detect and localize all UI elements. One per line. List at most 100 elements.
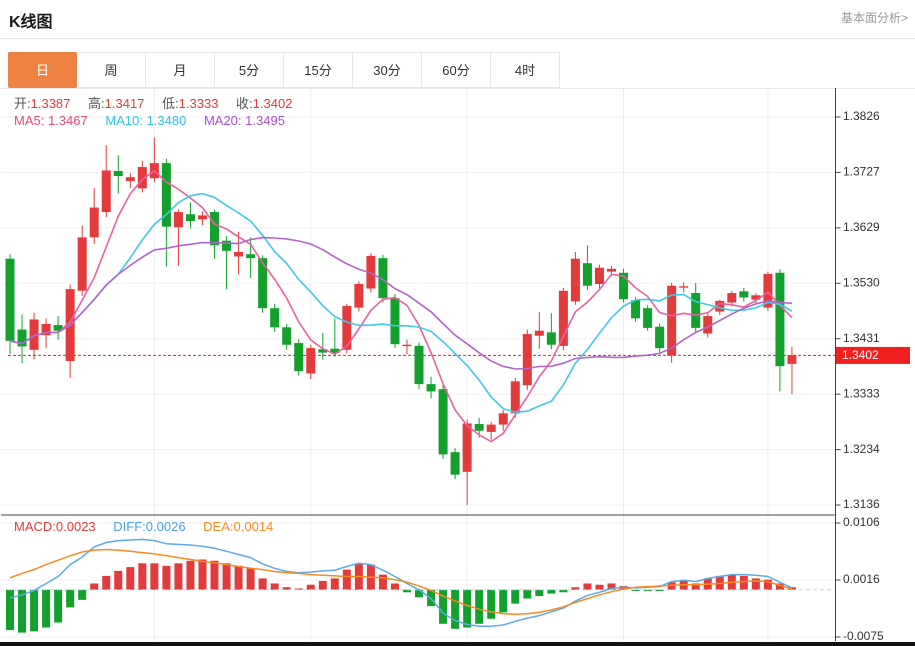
macd-bar xyxy=(318,580,327,590)
candle-body xyxy=(246,254,256,259)
candle-body xyxy=(258,258,268,309)
macd-bar xyxy=(150,563,159,590)
ma5 xyxy=(9,169,793,443)
candle-body xyxy=(378,258,388,299)
candle-body xyxy=(41,323,51,336)
macd-bar xyxy=(102,575,111,590)
macd-bar xyxy=(499,589,508,613)
macd-bar xyxy=(246,568,255,590)
candle-body xyxy=(775,272,785,367)
tab-5min[interactable]: 5分 xyxy=(215,52,284,88)
candle-body xyxy=(125,177,135,182)
candle-body xyxy=(426,384,436,392)
macd-bar xyxy=(511,589,520,604)
ma20-label: MA20: xyxy=(203,113,242,128)
candle-body xyxy=(751,295,761,300)
macd-bar xyxy=(631,589,640,592)
macd-tick-label: -0.0075 xyxy=(843,629,884,643)
macd-bar xyxy=(126,567,135,590)
candle-body xyxy=(438,389,448,455)
candle-body xyxy=(197,215,207,220)
macd-bar xyxy=(90,583,99,590)
macd-bar xyxy=(234,565,243,590)
candle-body xyxy=(161,163,171,227)
fundamental-analysis-link[interactable]: 基本面分析> xyxy=(840,11,908,25)
candle-body xyxy=(5,258,15,341)
ohlc-legend: 开:1.3387 高:1.3417 低:1.3333 收:1.3402 xyxy=(14,93,292,112)
macd-bar xyxy=(415,589,424,598)
macd-bar xyxy=(210,560,219,590)
candle-body xyxy=(113,170,123,177)
diff-label: DIFF: xyxy=(113,519,146,534)
candle-body xyxy=(703,316,713,334)
high-value: 1.3417 xyxy=(104,96,145,111)
macd-bar xyxy=(282,587,291,590)
tab-day[interactable]: 日 xyxy=(8,52,77,88)
price-tick-label: 1.3727 xyxy=(843,165,880,179)
macd-bar xyxy=(66,589,75,608)
tab-15min[interactable]: 15分 xyxy=(284,52,353,88)
tab-4hour[interactable]: 4时 xyxy=(491,52,560,88)
macd-bar xyxy=(330,578,339,590)
macd-value: 0.0023 xyxy=(55,519,96,534)
axis-labels: 1.3826 1.3727 1.3629 1.3530 1.3431 1.3333 1.32… xyxy=(835,109,884,643)
macd-bar xyxy=(78,589,87,600)
tab-week[interactable]: 周 xyxy=(77,52,146,88)
candle-body xyxy=(619,272,629,300)
macd-bar xyxy=(607,583,616,590)
macd-bar xyxy=(487,589,496,619)
tab-60min[interactable]: 60分 xyxy=(422,52,491,88)
tab-month[interactable]: 月 xyxy=(146,52,215,88)
macd-bar xyxy=(198,559,207,590)
macd-bar xyxy=(547,589,556,594)
macd-bar xyxy=(162,565,171,590)
candle-body xyxy=(655,326,665,349)
tab-30min[interactable]: 30分 xyxy=(353,52,422,88)
dea-label: DEA: xyxy=(203,519,234,534)
macd-bar xyxy=(439,589,448,624)
candle-body xyxy=(558,290,568,346)
macd-label: MACD: xyxy=(14,519,56,534)
candle-body xyxy=(607,268,616,272)
candle-body xyxy=(306,348,316,374)
candle-body xyxy=(715,300,725,312)
price-tick-label: 1.3234 xyxy=(843,442,880,456)
candle-body xyxy=(294,343,304,372)
candle-body xyxy=(510,381,520,414)
candle-body xyxy=(763,273,773,308)
macd-bar xyxy=(114,570,123,590)
ma10 xyxy=(9,192,793,414)
macd-bar xyxy=(42,589,51,628)
macd-bar xyxy=(643,589,652,592)
macd-legend: MACD:0.0023 DIFF:0.0026 DEA:0.0014 xyxy=(14,519,273,534)
candle-body xyxy=(679,286,689,288)
candle-body xyxy=(534,330,544,336)
candle-body xyxy=(185,214,195,222)
price-tick-label: 1.3431 xyxy=(843,331,880,345)
low-label: 低: xyxy=(162,96,179,111)
diff-value: 0.0026 xyxy=(145,519,186,534)
page-header: K线图 基本面分析> xyxy=(0,0,915,39)
candle-body xyxy=(462,423,472,472)
candle-body xyxy=(474,424,484,431)
axes xyxy=(0,88,915,646)
candle-body xyxy=(101,170,111,213)
macd-bar xyxy=(258,578,267,590)
candle-body xyxy=(498,413,508,425)
candle-body xyxy=(667,285,677,356)
candle-body xyxy=(787,355,797,364)
candles xyxy=(5,137,797,506)
macd-bar xyxy=(54,589,63,623)
dea xyxy=(9,548,793,616)
macd-bar xyxy=(751,578,760,590)
dea-line xyxy=(9,548,793,616)
ma5-value: 1.3467 xyxy=(47,113,88,128)
last-price-tag-value: 1.3402 xyxy=(842,348,879,362)
candle-body xyxy=(643,308,653,328)
low-value: 1.3333 xyxy=(178,96,219,111)
candle-body xyxy=(77,237,87,291)
macd-bar xyxy=(6,589,14,631)
bottom-bar xyxy=(0,642,915,646)
ma-legend: MA5: 1.3467 MA10: 1.3480 MA20: 1.3495 xyxy=(14,113,285,128)
